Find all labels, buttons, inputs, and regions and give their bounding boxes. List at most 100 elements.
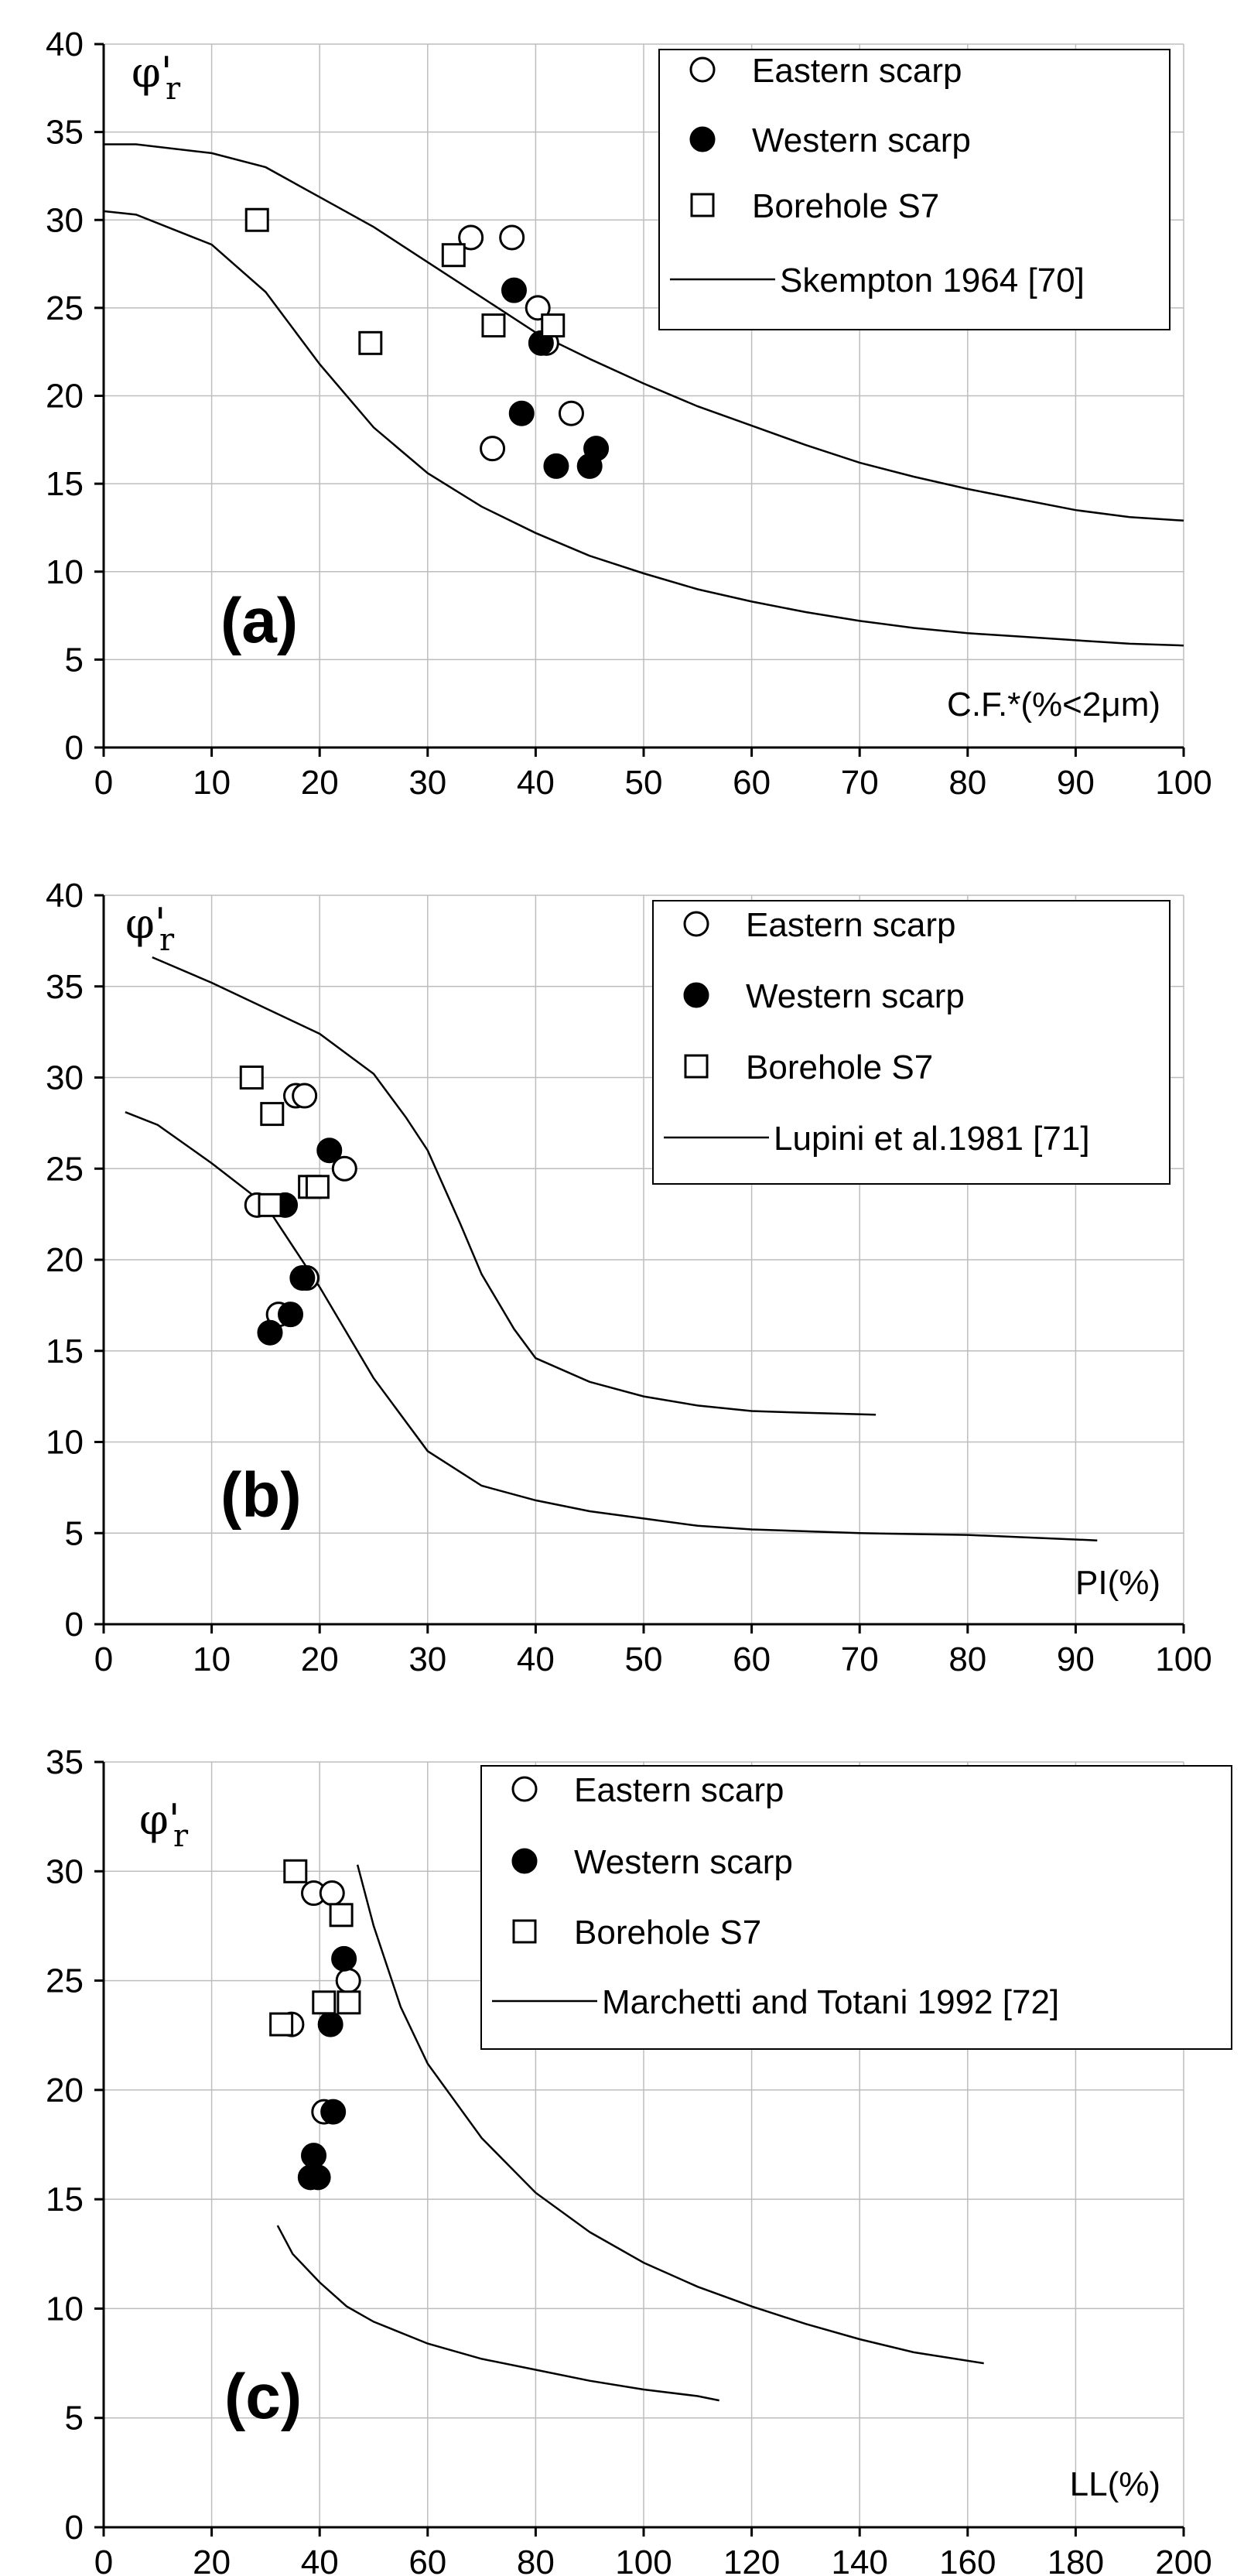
borehole-s7-point xyxy=(358,330,383,355)
borehole-s7-point xyxy=(337,1990,361,2015)
borehole-s7-point xyxy=(441,243,466,268)
curve-lower-bound xyxy=(103,210,1184,647)
legend-label: Eastern scarp xyxy=(752,52,962,90)
y-axis-label-subscript: r xyxy=(173,1818,189,1854)
legend-label: Skempton 1964 [70] xyxy=(780,262,1085,299)
borehole-s7-point xyxy=(541,313,566,338)
y-tick-label: 5 xyxy=(65,2400,84,2437)
x-tick-label: 180 xyxy=(1047,2544,1104,2576)
borehole-s7-point xyxy=(329,1903,354,1928)
curve-upper-bound xyxy=(152,956,877,1416)
legend-marker xyxy=(684,1054,709,1079)
y-tick-label: 15 xyxy=(46,465,84,503)
x-tick-label: 60 xyxy=(733,764,771,802)
borehole-s7-point xyxy=(269,2012,294,2037)
legend-label: Borehole S7 xyxy=(574,1914,761,1952)
eastern-scarp-point xyxy=(335,1968,361,1994)
x-tick-label: 30 xyxy=(408,1640,446,1678)
x-tick-label: 120 xyxy=(723,2544,780,2576)
x-tick-label: 0 xyxy=(94,2544,113,2576)
x-tick-label: 80 xyxy=(948,764,986,802)
eastern-scarp-point xyxy=(319,1880,345,1907)
chart-panel-2: 0 10 20 30 40 50 60 70 80 90 100 0 5 10 15 20 25 30 35 40 Ea… xyxy=(46,877,1212,1678)
western-scarp-point xyxy=(317,2011,343,2037)
x-tick-label: 90 xyxy=(1057,764,1095,802)
curve-upper-bound xyxy=(356,1864,984,2365)
legend: Eastern scarp Western scarp Borehole S7 Lup… xyxy=(652,900,1171,1185)
y-tick-label: 0 xyxy=(65,729,84,767)
curve-lower-bound xyxy=(125,1111,1098,1541)
x-tick-label: 10 xyxy=(193,764,231,802)
eastern-scarp-point xyxy=(558,400,584,426)
y-tick-label: 35 xyxy=(46,968,84,1006)
borehole-s7-point xyxy=(260,1102,285,1127)
x-tick-label: 100 xyxy=(1155,764,1212,802)
western-scarp-point xyxy=(289,1265,316,1291)
western-scarp-point xyxy=(305,2164,331,2191)
y-tick-label: 35 xyxy=(46,1743,84,1781)
legend-label: Western scarp xyxy=(752,121,971,159)
y-tick-label: 30 xyxy=(46,201,84,239)
y-tick-label: 40 xyxy=(46,877,84,915)
x-tick-label: 20 xyxy=(193,2544,231,2576)
x-tick-label: 160 xyxy=(939,2544,996,2576)
panel-label: (a) xyxy=(220,586,298,656)
western-scarp-point xyxy=(257,1319,283,1346)
y-axis-label-subscript: r xyxy=(159,922,175,958)
x-tick-label: 30 xyxy=(408,764,446,802)
western-scarp-point xyxy=(501,277,527,303)
chart-panel-3: 0 20 40 60 80 100 120 140 160 180 200 0 5 10 15 20 25 30 3… xyxy=(46,1743,1232,2576)
x-tick-label: 40 xyxy=(517,1640,555,1678)
legend-label: Borehole S7 xyxy=(752,187,939,225)
legend-label: Eastern scarp xyxy=(746,906,955,944)
x-axis-label: LL(%) xyxy=(1070,2465,1160,2503)
y-tick-label: 0 xyxy=(65,1606,84,1644)
borehole-s7-point xyxy=(244,207,269,232)
x-axis-label: PI(%) xyxy=(1075,1564,1160,1602)
curve-lower-bound xyxy=(276,2225,719,2402)
chart-panel-1: 0 10 20 30 40 50 60 70 80 90 100 0 5 10 15 20 25 30 35 40 Ea… xyxy=(46,26,1212,802)
x-tick-label: 80 xyxy=(517,2544,555,2576)
y-tick-label: 10 xyxy=(46,2290,84,2328)
x-tick-label: 40 xyxy=(301,2544,339,2576)
legend-marker xyxy=(511,1848,538,1874)
x-tick-label: 70 xyxy=(841,764,879,802)
x-tick-label: 200 xyxy=(1155,2544,1212,2576)
legend-marker xyxy=(683,982,709,1008)
legend-label: Borehole S7 xyxy=(746,1049,933,1086)
x-tick-label: 80 xyxy=(948,1640,986,1678)
legend: Eastern scarp Western scarp Borehole S7 Mar… xyxy=(480,1765,1232,2050)
y-tick-label: 25 xyxy=(46,1150,84,1188)
eastern-scarp-point xyxy=(480,436,506,462)
borehole-s7-point xyxy=(258,1192,282,1217)
panel-label: (c) xyxy=(224,2362,302,2432)
x-tick-label: 40 xyxy=(517,764,555,802)
y-tick-label: 5 xyxy=(65,641,84,679)
legend: Eastern scarp Western scarp Borehole S7 Ske… xyxy=(658,49,1171,330)
legend-box xyxy=(658,49,1171,330)
x-tick-label: 20 xyxy=(301,764,339,802)
borehole-s7-point xyxy=(239,1066,264,1090)
y-tick-label: 20 xyxy=(46,1241,84,1279)
western-scarp-point xyxy=(508,400,535,426)
x-tick-label: 90 xyxy=(1057,1640,1095,1678)
legend-marker xyxy=(690,193,715,217)
x-tick-label: 0 xyxy=(94,764,113,802)
y-tick-label: 30 xyxy=(46,1059,84,1097)
legend-box xyxy=(480,1765,1232,2050)
x-tick-label: 140 xyxy=(831,2544,887,2576)
y-tick-label: 20 xyxy=(46,378,84,416)
western-scarp-point xyxy=(543,453,569,479)
borehole-s7-point xyxy=(312,1990,337,2015)
legend-marker xyxy=(689,126,716,152)
y-tick-label: 10 xyxy=(46,553,84,591)
legend-marker xyxy=(512,1919,537,1944)
western-scarp-point xyxy=(583,436,610,462)
y-tick-label: 35 xyxy=(46,114,84,152)
legend-marker xyxy=(683,911,709,937)
legend-label: Lupini et al.1981 [71] xyxy=(774,1120,1090,1158)
legend-label: Western scarp xyxy=(574,1843,793,1881)
x-tick-label: 60 xyxy=(408,2544,446,2576)
western-scarp-point xyxy=(301,2143,327,2169)
eastern-scarp-point xyxy=(499,224,525,251)
